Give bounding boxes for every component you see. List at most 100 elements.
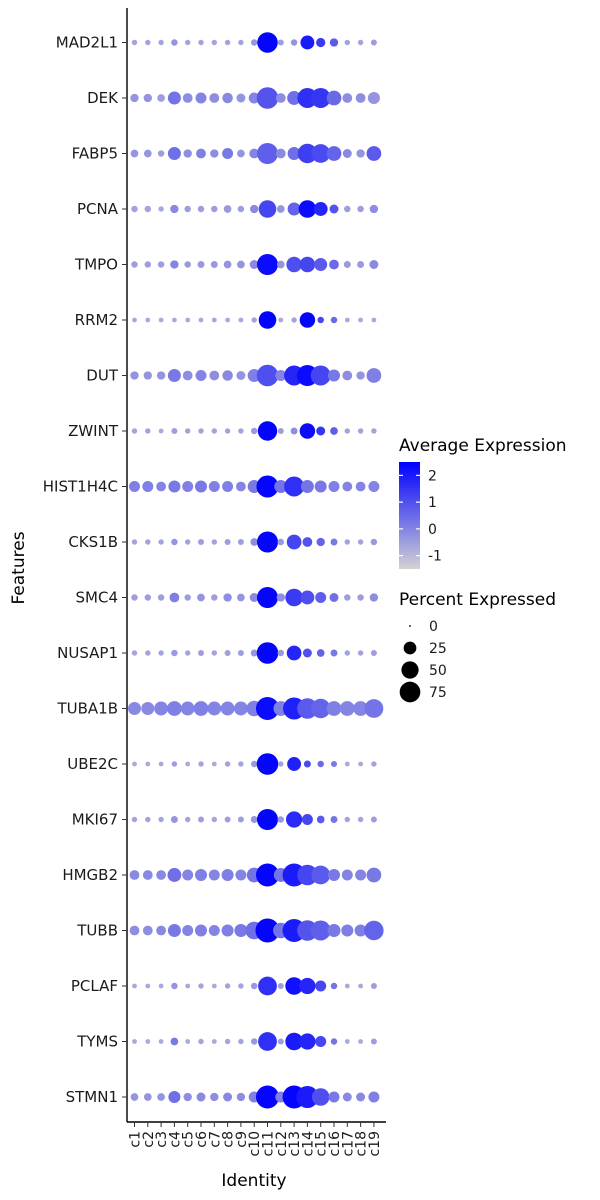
dot-tyms-c12 (277, 1038, 284, 1045)
dot-rrm2-c13 (291, 317, 297, 323)
dot-stmn1-c18 (356, 1092, 366, 1102)
dot-dek-c19 (367, 91, 380, 105)
dot-pcna-c16 (329, 204, 339, 214)
dot-smc4-c5 (184, 594, 191, 601)
dot-cks1b-c15 (316, 537, 325, 547)
dot-ube2c-c11 (256, 753, 279, 775)
dot-zwint-c14 (299, 423, 316, 439)
dot-cks1b-c4 (171, 538, 178, 546)
dot-zwint-c6 (198, 428, 204, 434)
dot-cks1b-c9 (237, 538, 244, 546)
dot-smc4-c18 (357, 594, 364, 601)
dot-cks1b-c6 (197, 538, 205, 546)
x-tick-label-c4: c4 (167, 1131, 183, 1148)
dot-ube2c-c18 (358, 761, 364, 767)
dot-rrm2-c10 (251, 317, 257, 323)
dot-rrm2-c16 (330, 316, 338, 324)
dot-tmpo-c3 (157, 261, 165, 268)
dot-fabp5-c10 (249, 148, 260, 159)
dot-pcna-c2 (144, 205, 152, 213)
dot-tuba1b-c18 (353, 701, 368, 716)
dot-mad2l1-c9 (238, 39, 244, 46)
dot-tubb-c5 (182, 925, 194, 936)
dot-zwint-c11 (257, 421, 278, 441)
dot-rrm2-c4 (171, 317, 177, 323)
dot-pclaf-c6 (198, 983, 204, 989)
dot-mki67-c6 (197, 816, 205, 823)
x-tick-label-c9: c9 (234, 1131, 250, 1148)
dot-fabp5-c5 (183, 149, 192, 158)
dot-ube2c-c9 (238, 761, 244, 767)
dot-hmgb2-c2 (142, 870, 153, 880)
dot-mki67-c16 (330, 816, 338, 823)
dot-mki67-c10 (250, 816, 258, 823)
dot-rrm2-c17 (344, 317, 350, 323)
dot-tyms-c14 (299, 1033, 316, 1050)
dot-pcna-c12 (276, 205, 285, 213)
x-tick-label-c10: c10 (247, 1131, 263, 1157)
dot-rrm2-c9 (238, 317, 244, 323)
dot-tuba1b-c2 (141, 702, 155, 715)
dot-tyms-c6 (198, 1038, 204, 1045)
dot-tmpo-c13 (286, 256, 302, 273)
dot-dek-c8 (222, 92, 233, 104)
dot-tubb-c3 (156, 925, 166, 936)
dot-pclaf-c15 (315, 980, 327, 992)
dot-ube2c-c8 (224, 761, 231, 767)
color-legend-title: Average Expression (399, 436, 567, 456)
dot-tmpo-c9 (237, 260, 245, 269)
dot-rrm2-c15 (317, 316, 324, 324)
dot-tyms-c13 (285, 1032, 303, 1051)
dot-tmpo-c14 (299, 256, 316, 273)
dot-tuba1b-c16 (326, 701, 342, 716)
dot-nusap1-c12 (277, 649, 285, 657)
dot-stmn1-c6 (196, 1092, 206, 1102)
dot-smc4-c15 (315, 592, 327, 603)
dot-rrm2-c5 (185, 317, 191, 323)
dot-mki67-c19 (370, 816, 377, 823)
x-tick-label-c2: c2 (141, 1131, 157, 1148)
dot-hmgb2-c19 (366, 867, 382, 883)
dot-hmgb2-c14 (297, 864, 318, 886)
dot-dek-c6 (195, 92, 207, 104)
y-tick-label-cks1b: CKS1B (68, 533, 118, 551)
dot-stmn1-c8 (223, 1092, 233, 1102)
dot-nusap1-c13 (286, 645, 302, 661)
dot-zwint-c5 (184, 428, 191, 434)
dot-tubb-c7 (208, 925, 220, 936)
size-legend-dot (409, 625, 411, 627)
dot-tuba1b-c1 (128, 702, 141, 715)
dot-pclaf-c3 (158, 983, 164, 989)
size-legend-label: 75 (429, 685, 447, 701)
dot-tubb-c19 (364, 920, 384, 941)
dot-tuba1b-c4 (167, 701, 182, 716)
dot-fabp5-c6 (196, 148, 206, 159)
y-tick-label-stmn1: STMN1 (66, 1088, 118, 1106)
dot-tyms-c9 (238, 1038, 244, 1045)
dot-tuba1b-c8 (220, 701, 235, 716)
dot-pclaf-c11 (258, 976, 277, 996)
dot-hmgb2-c9 (235, 869, 247, 881)
dot-hist1h4c-c5 (182, 481, 194, 492)
dot-zwint-c18 (357, 428, 364, 434)
dot-zwint-c8 (224, 428, 231, 434)
dot-dut-c18 (356, 371, 365, 380)
dot-nusap1-c2 (145, 650, 151, 656)
dot-nusap1-c3 (158, 650, 164, 656)
dot-nusap1-c19 (370, 649, 377, 657)
dot-hist1h4c-c14 (300, 480, 314, 493)
dot-tyms-c15 (315, 1036, 327, 1047)
y-tick-label-pcna: PCNA (77, 200, 119, 218)
dot-hist1h4c-c7 (208, 481, 220, 492)
dot-rrm2-c11 (258, 311, 277, 329)
dot-hist1h4c-c4 (168, 480, 181, 493)
dot-cks1b-c7 (211, 539, 218, 545)
dot-mad2l1-c6 (198, 39, 204, 46)
dot-dek-c11 (256, 87, 279, 109)
dot-dut-c1 (130, 371, 139, 380)
y-tick-label-fabp5: FABP5 (72, 145, 118, 163)
dot-stmn1-c4 (168, 1090, 181, 1104)
dot-tyms-c19 (370, 1038, 377, 1045)
y-tick-label-ube2c: UBE2C (67, 755, 118, 773)
dot-rrm2-c18 (358, 317, 364, 323)
